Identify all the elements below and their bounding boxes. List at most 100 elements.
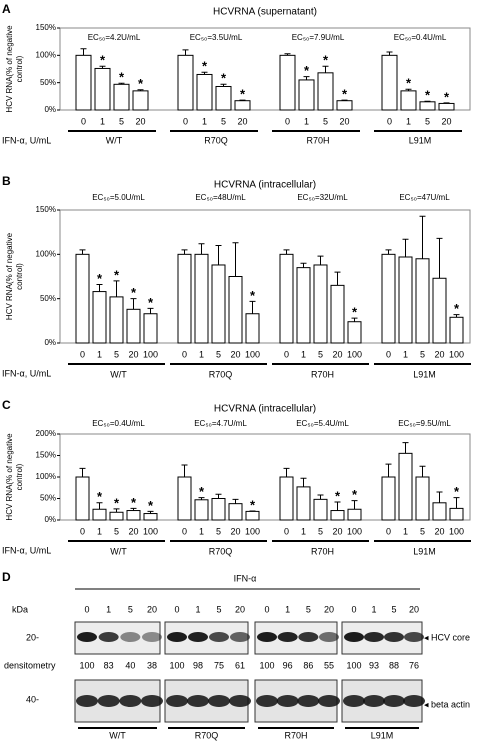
dose-label: 100 [347, 526, 362, 536]
error-bar [137, 89, 144, 91]
dose-label: 5 [216, 604, 221, 614]
bar [347, 508, 362, 521]
dose-label: 0 [264, 604, 269, 614]
error-bar [424, 100, 431, 102]
dose-label: 20 [324, 604, 334, 614]
y-axis-label: HCV RNA(% of negative [5, 433, 14, 521]
y-tick-label: 50% [40, 294, 56, 303]
densitometry-value: 93 [369, 660, 379, 670]
core-band [209, 632, 229, 642]
dose-label: 0 [351, 604, 356, 614]
bar [415, 476, 430, 521]
x-axis-label: IFN-α, U/mL [2, 135, 51, 145]
panel-label: D [2, 570, 11, 584]
dose-label: 20 [230, 349, 240, 359]
densitometry-value: 83 [104, 660, 114, 670]
error-bar [96, 283, 103, 292]
error-bar [130, 507, 137, 511]
error-bar [284, 53, 291, 56]
actin-band [229, 695, 251, 707]
chart-title: HCVRNA (intracellular) [214, 404, 316, 415]
ec50-label: EC₅₀=4.2U/mL [88, 33, 141, 42]
densitometry-label: densitometry [4, 660, 56, 670]
error-bar [182, 49, 189, 56]
bar [347, 321, 362, 344]
actin-band [119, 695, 142, 707]
error-bar [147, 307, 154, 314]
dose-label: 100 [347, 349, 362, 359]
bar [92, 291, 107, 344]
error-bar [283, 249, 290, 255]
error-bar [79, 249, 86, 255]
significance-star: * [148, 498, 154, 513]
core-band [120, 632, 141, 642]
y-axis-label: control) [15, 463, 24, 490]
actin-band [76, 695, 98, 707]
densitometry-value: 76 [409, 660, 419, 670]
kda-label: kDa [12, 604, 28, 614]
core-band [77, 632, 97, 642]
dose-label: 20 [147, 604, 157, 614]
bar [194, 499, 209, 521]
bar [381, 54, 398, 111]
panel-label: C [2, 398, 11, 412]
dose-label: 0 [80, 349, 85, 359]
error-bar [334, 271, 341, 286]
error-bar [96, 502, 103, 510]
dose-label: 100 [449, 349, 464, 359]
densitometry-value: 96 [283, 660, 293, 670]
dose-label: 1 [97, 349, 102, 359]
group-name: R70H [306, 135, 329, 145]
x-axis-label: IFN-α, U/mL [2, 545, 51, 555]
bar [109, 296, 124, 344]
error-bar [118, 82, 125, 85]
treatment-label: IFN-α [234, 573, 257, 583]
significance-star: * [221, 71, 227, 86]
dose-label: 20 [128, 349, 138, 359]
actin-band [318, 695, 340, 707]
significance-star: * [202, 59, 208, 74]
bar [419, 101, 436, 111]
actin-band [363, 695, 385, 707]
bar [330, 284, 345, 344]
error-bar [317, 494, 324, 500]
core-band [344, 632, 364, 642]
dose-label: 1 [371, 604, 376, 614]
bar [438, 102, 455, 111]
core-band [277, 632, 298, 642]
bar [234, 100, 251, 111]
ec50-label: EC₅₀=9.5U/mL [398, 419, 451, 428]
group-name: L91M [371, 730, 394, 740]
bar [432, 502, 447, 521]
significance-star: * [97, 271, 103, 286]
error-bar [80, 48, 87, 56]
dose-label: 0 [84, 604, 89, 614]
ec50-label: EC₅₀=48U/mL [195, 193, 246, 202]
dose-label: 1 [106, 604, 111, 614]
dose-label: 1 [301, 349, 306, 359]
bar [113, 83, 130, 111]
bar [75, 54, 92, 111]
ec50-label: EC₅₀=0.4U/mL [394, 33, 447, 42]
bar [381, 476, 396, 521]
ec50-label: EC₅₀=0.4U/mL [92, 419, 145, 428]
core-band [188, 632, 208, 642]
y-axis-label: control) [15, 55, 24, 82]
band-label: ◂ beta actin [424, 699, 470, 709]
dose-label: 0 [285, 116, 290, 126]
dose-label: 0 [284, 526, 289, 536]
error-bar [402, 238, 409, 257]
significance-star: * [131, 285, 137, 300]
error-bar [419, 465, 426, 477]
dose-label: 20 [409, 604, 419, 614]
group-name: R70H [311, 369, 334, 379]
bar [215, 85, 232, 111]
error-bar [334, 501, 341, 511]
bar [313, 498, 328, 521]
densitometry-value: 88 [389, 660, 399, 670]
significance-star: * [114, 495, 120, 510]
bar [317, 72, 334, 111]
chart-title: HCVRNA (supernatant) [213, 7, 317, 18]
error-bar [99, 65, 106, 69]
marker-label: 40- [26, 694, 39, 704]
